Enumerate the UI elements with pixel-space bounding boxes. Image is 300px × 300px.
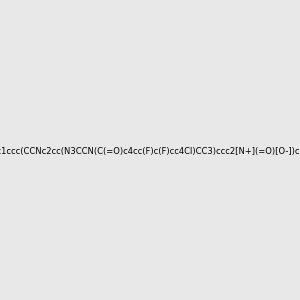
Text: COc1ccc(CCNc2cc(N3CCN(C(=O)c4cc(F)c(F)cc4Cl)CC3)ccc2[N+](=O)[O-])cc1OC: COc1ccc(CCNc2cc(N3CCN(C(=O)c4cc(F)c(F)cc… bbox=[0, 147, 300, 156]
